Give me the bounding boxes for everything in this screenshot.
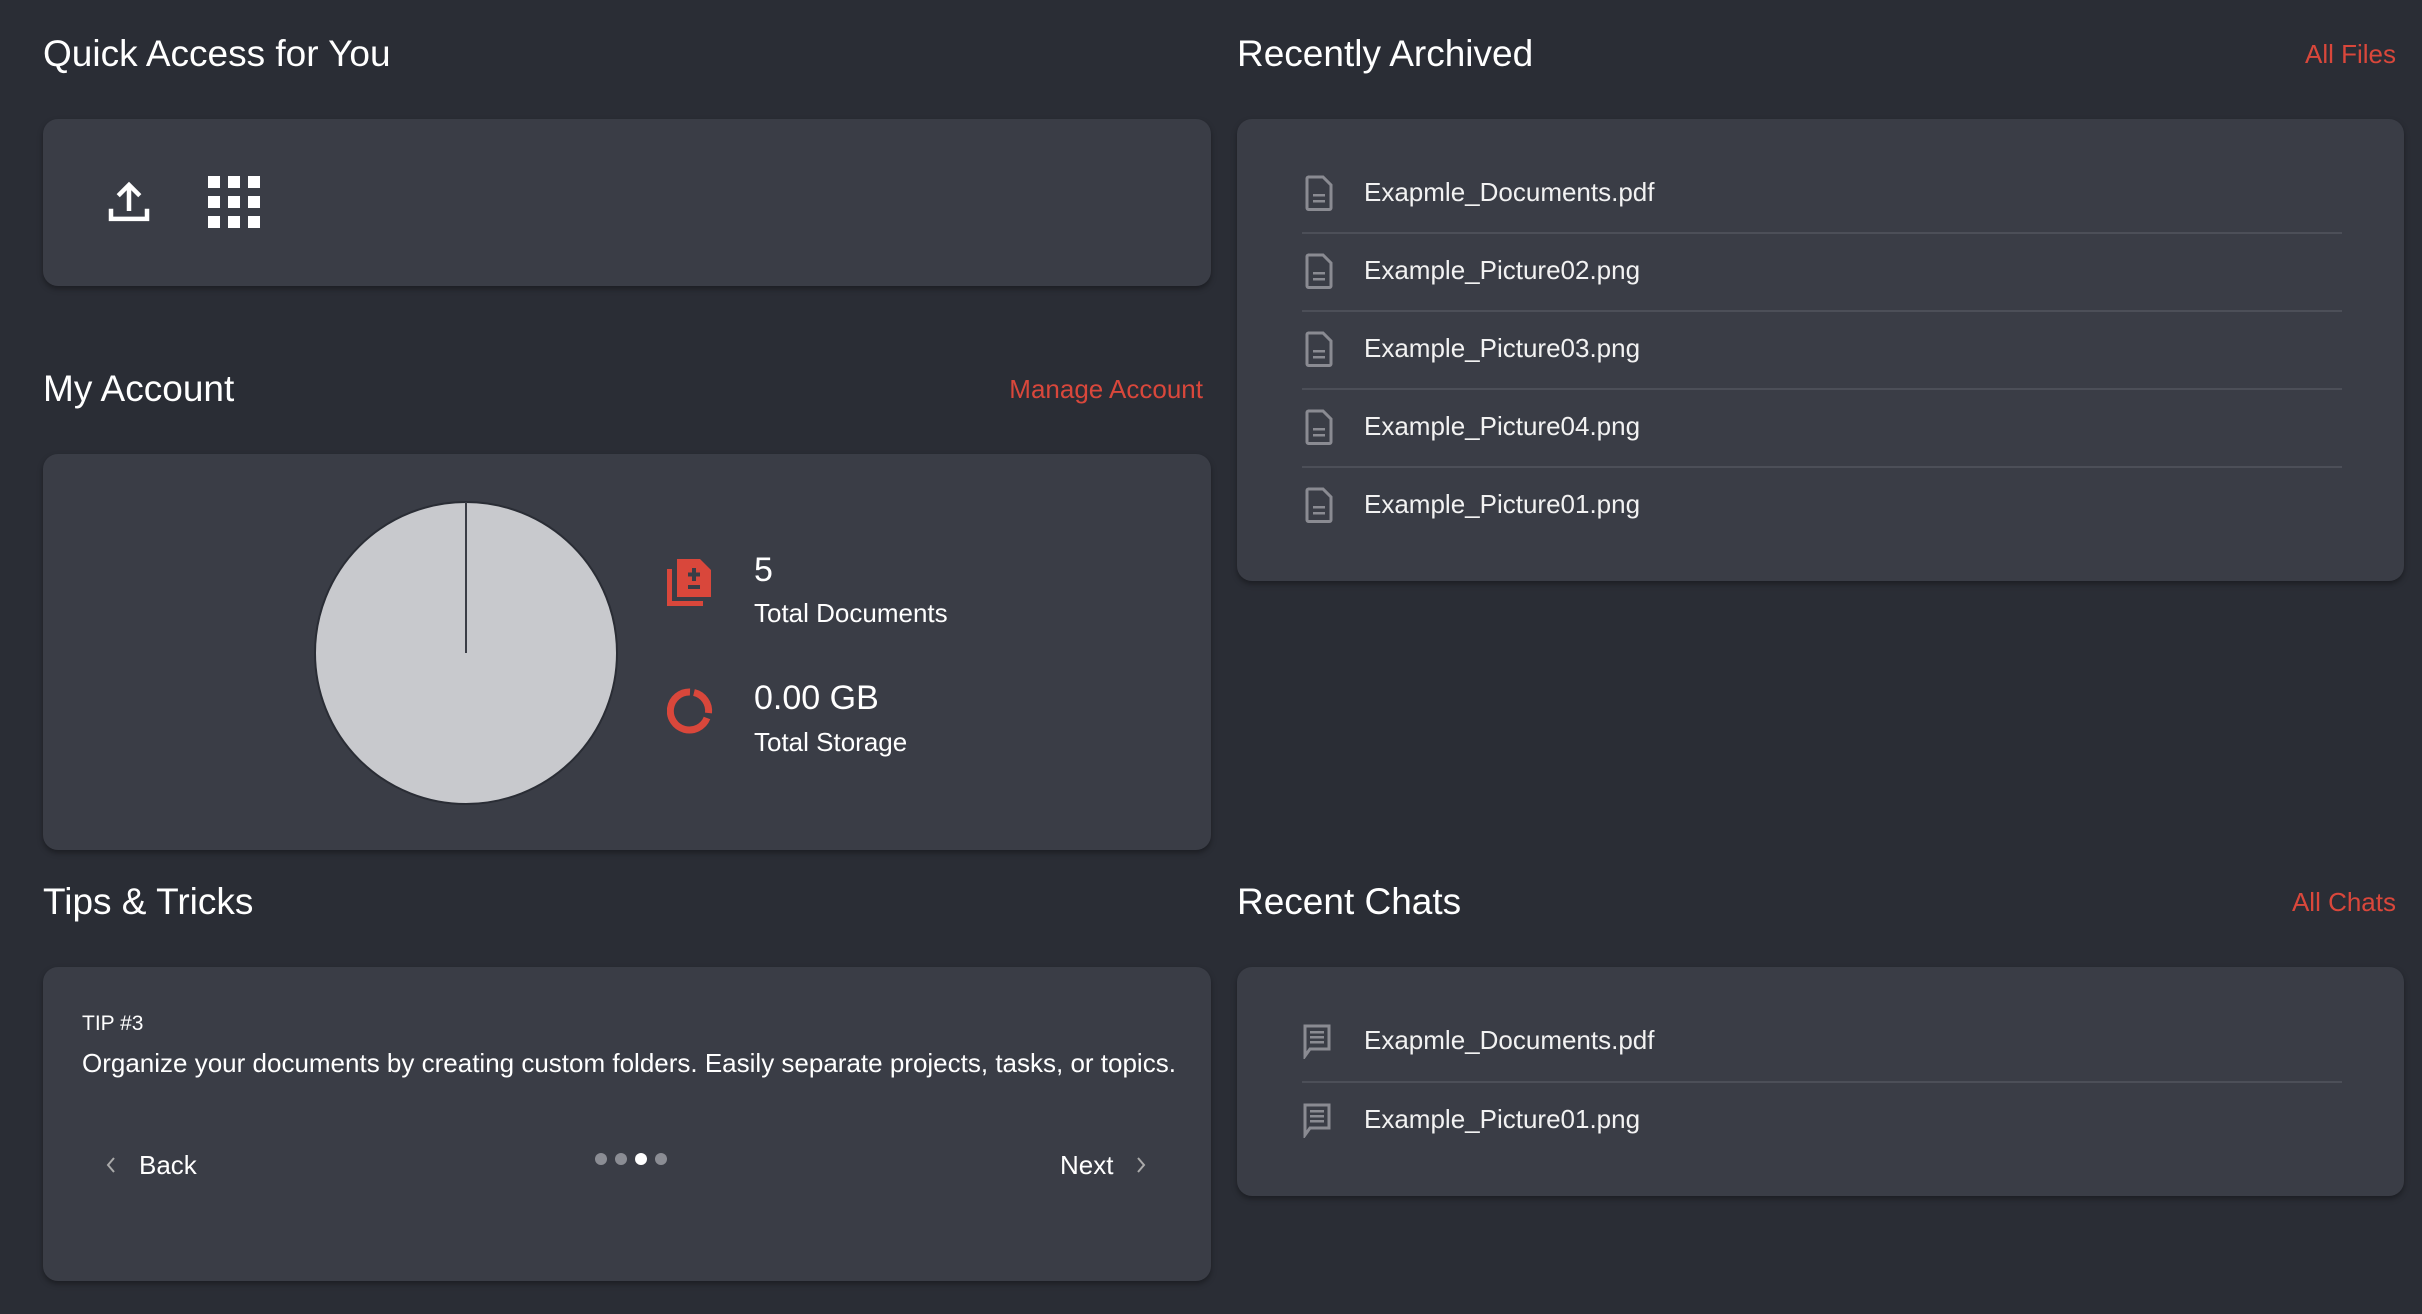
quick-access-card [43,119,1211,286]
page-dot[interactable] [655,1153,667,1165]
next-label: Next [1060,1149,1114,1180]
page-dot-active[interactable] [635,1153,647,1165]
archived-file-row[interactable]: Example_Picture03.png [1297,310,2342,388]
next-button[interactable]: Next [1060,1147,1147,1183]
list-divider [1302,388,2342,390]
back-button[interactable]: Back [105,1147,197,1183]
apps-button[interactable] [207,175,261,229]
file-icon [1305,253,1333,289]
list-divider [1302,310,2342,312]
list-divider [1302,1080,2342,1083]
chat-name: Exapmle_Documents.pdf [1364,1025,1655,1055]
back-label: Back [139,1149,197,1180]
tip-pagination [595,1153,675,1167]
file-icon [1305,487,1333,523]
archived-card: Exapmle_Documents.pdf Example_Picture02.… [1237,119,2404,581]
total-storage-label: Total Storage [754,727,908,757]
list-divider [1302,232,2342,234]
all-chats-link[interactable]: All Chats [2291,887,2396,917]
tip-number: TIP #3 [82,1012,144,1035]
chats-card: Exapmle_Documents.pdf Example_Picture01.… [1237,967,2404,1196]
file-icon [1305,331,1333,367]
file-name: Exapmle_Documents.pdf [1364,177,1655,207]
storage-icon [667,688,713,734]
total-storage-value: 0.00 GB [754,679,879,717]
my-account-title: My Account [43,368,235,409]
chat-row[interactable]: Example_Picture01.png [1297,1081,2342,1160]
chevron-right-icon [1137,1157,1146,1173]
chat-row[interactable]: Exapmle_Documents.pdf [1297,1002,2342,1081]
chat-message-icon [1303,1103,1331,1138]
tip-text: Organize your documents by creating cust… [82,1048,1176,1078]
archived-file-row[interactable]: Example_Picture02.png [1297,232,2342,310]
file-icon [1305,409,1333,445]
apps-grid-icon [208,176,260,228]
upload-icon [108,181,150,222]
manage-account-link[interactable]: Manage Account [1009,374,1203,404]
list-divider [1302,466,2342,468]
archived-file-row[interactable]: Exapmle_Documents.pdf [1297,154,2342,232]
page-dot[interactable] [595,1153,607,1165]
total-documents-label: Total Documents [754,598,948,628]
chevron-left-icon [106,1157,115,1173]
tips-title: Tips & Tricks [43,881,254,922]
all-files-link[interactable]: All Files [2304,39,2396,69]
file-name: Example_Picture02.png [1364,255,1641,285]
upload-button[interactable] [102,175,156,229]
tips-card: TIP #3 Organize your documents by creati… [43,967,1211,1281]
storage-pie-chart [314,501,618,805]
archived-file-row[interactable]: Example_Picture01.png [1297,466,2342,544]
recently-archived-title: Recently Archived [1237,33,1534,74]
file-icon [1305,175,1333,211]
chat-message-icon [1303,1024,1331,1059]
total-documents-value: 5 [754,551,773,589]
recent-chats-title: Recent Chats [1237,881,1462,922]
account-card: 5 Total Documents 0.00 GB Total Storage [43,454,1211,850]
archived-file-row[interactable]: Example_Picture04.png [1297,388,2342,466]
documents-icon [667,559,711,606]
chat-name: Example_Picture01.png [1364,1104,1641,1134]
file-name: Example_Picture04.png [1364,411,1641,441]
file-name: Example_Picture01.png [1364,489,1641,519]
page-dot[interactable] [615,1153,627,1165]
quick-access-title: Quick Access for You [43,33,391,74]
file-name: Example_Picture03.png [1364,333,1641,363]
